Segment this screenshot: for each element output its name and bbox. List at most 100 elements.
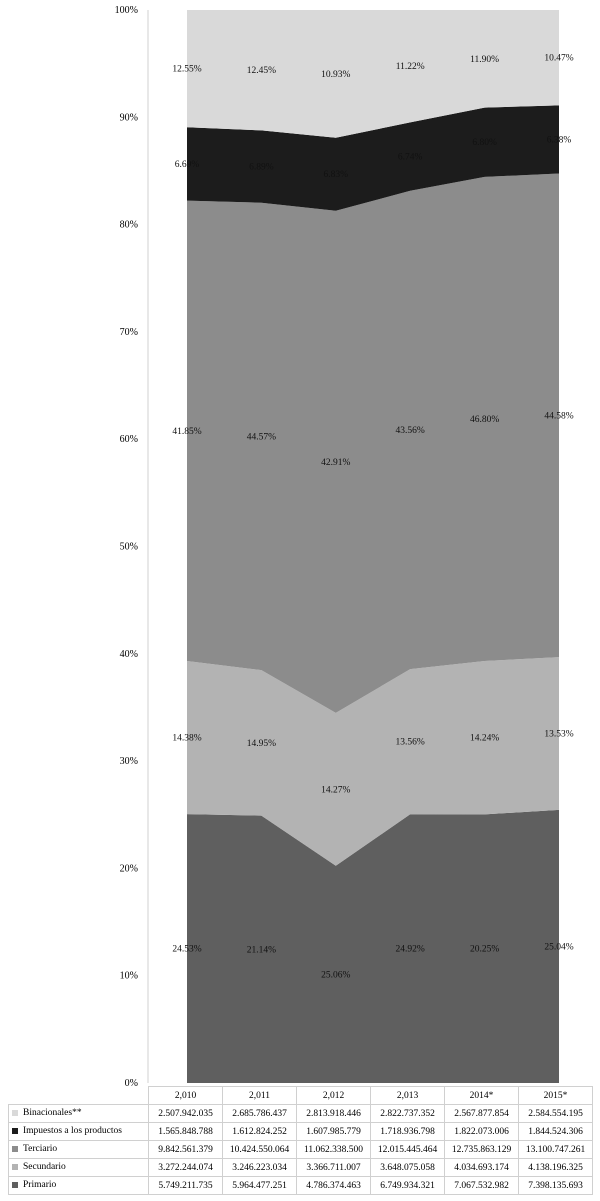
table-row: Terciario 9.842.561.379 10.424.550.064 11.0…: [8, 1140, 593, 1159]
data-label: 6.38%: [547, 135, 572, 145]
area-binacionales: [187, 10, 559, 138]
legend-entry: Impuestos a los productos: [8, 1122, 149, 1141]
table-cell: 2.567.877.854: [444, 1104, 519, 1123]
area-secundario: [187, 657, 559, 866]
series-name: Impuestos a los productos: [23, 1126, 122, 1137]
legend-swatch: [12, 1164, 18, 1171]
data-labels: 24.53% 21.14% 25.06% 24.92% 20.25% 25.04% 14.3…: [172, 54, 573, 981]
data-label: 14.38%: [172, 734, 201, 744]
table-cell: 7.067.532.982: [444, 1176, 519, 1195]
data-label: 11.90%: [470, 55, 499, 65]
legend-entry: Secundario: [8, 1158, 149, 1177]
legend-swatch: [12, 1146, 18, 1153]
y-tick-label: 40%: [120, 649, 138, 660]
y-tick-label: 0%: [125, 1078, 138, 1089]
data-label: 6.83%: [324, 170, 349, 180]
series-name: Secundario: [23, 1162, 66, 1173]
data-label: 6.69%: [175, 160, 200, 170]
y-tick-label: 100%: [115, 5, 138, 16]
table-cell: 2.584.554.195: [518, 1104, 593, 1123]
table-row: Impuestos a los productos 1.565.848.788 1.…: [8, 1122, 593, 1141]
data-label: 25.04%: [544, 942, 573, 952]
table-cell: 4.034.693.174: [444, 1158, 519, 1177]
data-label: 11.22%: [396, 62, 425, 72]
table-row: Binacionales** 2.507.942.035 2.685.786.437…: [8, 1104, 593, 1123]
data-label: 42.91%: [321, 458, 350, 468]
table-cell: 2.685.786.437: [222, 1104, 297, 1123]
x-tick-label: 2,010: [148, 1086, 223, 1105]
table-cell: 11.062.338.500: [296, 1140, 371, 1159]
data-label: 13.53%: [544, 730, 573, 740]
data-label: 6.89%: [249, 163, 274, 173]
series-name: Terciario: [23, 1144, 58, 1155]
data-label: 41.85%: [172, 427, 201, 437]
x-tick-label: 2014*: [444, 1086, 519, 1105]
data-label: 20.25%: [470, 945, 499, 955]
table-cell: 1.565.848.788: [148, 1122, 223, 1141]
table-cell: 3.366.711.007: [296, 1158, 371, 1177]
series-name: Primario: [23, 1180, 57, 1191]
data-label: 6.74%: [398, 153, 423, 163]
x-tick-label: 2,013: [370, 1086, 445, 1105]
table-cell: 4.138.196.325: [518, 1158, 593, 1177]
data-label: 12.45%: [247, 66, 276, 76]
area-impuestos-a-los-productos: [187, 105, 559, 211]
table-cell: 5.749.211.735: [148, 1176, 223, 1195]
table-cell: 1.718.936.798: [370, 1122, 445, 1141]
data-label: 10.93%: [321, 70, 350, 80]
stacked-area-chart: 0% 10% 20% 30% 40% 50% 60% 70% 80% 90% 100% 24.53%…: [115, 5, 574, 1089]
legend-entry: Primario: [8, 1176, 149, 1195]
x-tick-label: 2,011: [222, 1086, 297, 1105]
table-cell: 10.424.550.064: [222, 1140, 297, 1159]
series-name: Binacionales**: [23, 1108, 82, 1119]
area-primario: [187, 809, 559, 1083]
data-label: 6.80%: [472, 138, 497, 148]
table-cell: 3.246.223.034: [222, 1158, 297, 1177]
table-cell: 2.822.737.352: [370, 1104, 445, 1123]
table-cell: 12.735.863.129: [444, 1140, 519, 1159]
data-label: 10.47%: [544, 54, 573, 64]
x-tick-label: 2,012: [296, 1086, 371, 1105]
y-tick-label: 70%: [120, 327, 138, 338]
data-label: 14.27%: [321, 785, 350, 795]
table-cell: 1.607.985.779: [296, 1122, 371, 1141]
table-header-row: 2,010 2,011 2,012 2,013 2014* 2015*: [9, 1086, 593, 1105]
table-corner: [9, 1087, 149, 1105]
table-cell: 12.015.445.464: [370, 1140, 445, 1159]
data-label: 44.57%: [247, 432, 276, 442]
legend-entry: Terciario: [8, 1140, 149, 1159]
data-label: 24.92%: [396, 945, 425, 955]
table-cell: 1.822.073.006: [444, 1122, 519, 1141]
y-tick-label: 20%: [120, 863, 138, 874]
table-cell: 4.786.374.463: [296, 1176, 371, 1195]
data-label: 14.95%: [247, 739, 276, 749]
table-row: Primario 5.749.211.735 5.964.477.251 4.786.…: [8, 1176, 593, 1195]
area-layers: [187, 10, 559, 1083]
y-tick-label: 90%: [120, 112, 138, 123]
table-cell: 7.398.135.693: [518, 1176, 593, 1195]
table-cell: 2.813.918.446: [296, 1104, 371, 1123]
table-cell: 1.612.824.252: [222, 1122, 297, 1141]
table-cell: 5.964.477.251: [222, 1176, 297, 1195]
table-cell: 3.272.244.074: [148, 1158, 223, 1177]
table-cell: 1.844.524.306: [518, 1122, 593, 1141]
x-tick-label: 2015*: [518, 1086, 593, 1105]
table-row: Secundario 3.272.244.074 3.246.223.034 3.36…: [8, 1158, 593, 1177]
table-cell: 6.749.934.321: [370, 1176, 445, 1195]
table-cell: 13.100.747.261: [518, 1140, 593, 1159]
legend-entry: Binacionales**: [8, 1104, 149, 1123]
data-label: 25.06%: [321, 970, 350, 980]
y-tick-label: 60%: [120, 434, 138, 445]
table-cell: 2.507.942.035: [148, 1104, 223, 1123]
data-label: 46.80%: [470, 415, 499, 425]
data-label: 21.14%: [247, 945, 276, 955]
data-label: 43.56%: [396, 426, 425, 436]
data-label: 44.58%: [544, 411, 573, 421]
data-label: 12.55%: [172, 65, 201, 75]
y-tick-label: 30%: [120, 756, 138, 767]
data-label: 13.56%: [396, 738, 425, 748]
table-cell: 3.648.075.058: [370, 1158, 445, 1177]
data-label: 24.53%: [172, 945, 201, 955]
area-terciario: [187, 173, 559, 713]
y-tick-label: 10%: [120, 971, 138, 982]
